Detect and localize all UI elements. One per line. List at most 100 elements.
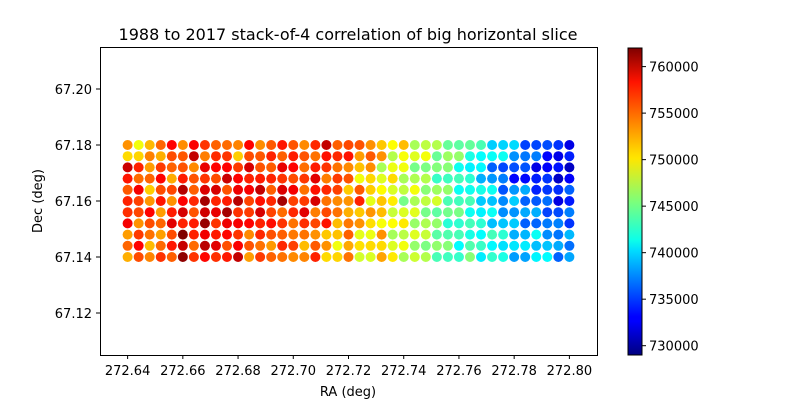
data-point — [233, 229, 244, 240]
data-point — [321, 196, 332, 206]
data-point — [520, 162, 531, 173]
data-point — [398, 218, 409, 229]
data-point — [464, 140, 475, 150]
data-point — [122, 151, 133, 162]
data-point — [498, 240, 509, 251]
data-point — [553, 252, 564, 262]
data-point — [233, 184, 244, 195]
data-point — [255, 229, 266, 240]
data-point — [332, 207, 343, 218]
x-tick-label: 272.74 — [381, 364, 427, 379]
data-point — [564, 140, 575, 150]
data-point — [177, 252, 188, 262]
data-point — [321, 173, 332, 184]
data-point — [409, 173, 420, 184]
data-point — [188, 151, 199, 162]
data-point — [188, 207, 199, 218]
data-point — [487, 240, 498, 251]
data-point — [343, 151, 354, 162]
data-point — [166, 252, 177, 262]
data-point — [199, 196, 210, 206]
data-point — [255, 252, 266, 262]
data-point — [166, 184, 177, 195]
data-point — [398, 240, 409, 251]
data-point — [266, 207, 277, 218]
data-point — [155, 184, 166, 195]
data-point — [542, 140, 553, 150]
data-point — [354, 173, 365, 184]
data-point — [431, 196, 442, 206]
data-point — [453, 218, 464, 229]
data-point — [188, 252, 199, 262]
data-point — [343, 252, 354, 262]
data-point — [398, 184, 409, 195]
data-point — [188, 140, 199, 150]
data-point — [199, 162, 210, 173]
data-point — [531, 229, 542, 240]
data-point — [166, 240, 177, 251]
data-point — [210, 162, 221, 173]
data-point — [266, 240, 277, 251]
data-point — [520, 218, 531, 229]
data-point — [354, 229, 365, 240]
data-point — [531, 207, 542, 218]
data-point — [531, 252, 542, 262]
data-point — [431, 162, 442, 173]
x-tick-label: 272.70 — [271, 364, 317, 379]
data-point — [199, 140, 210, 150]
data-point — [332, 173, 343, 184]
data-point — [509, 151, 520, 162]
data-point — [222, 229, 233, 240]
data-point — [244, 229, 255, 240]
data-point — [155, 240, 166, 251]
data-point — [365, 252, 376, 262]
data-point — [542, 240, 553, 251]
colorbar-tick-label: 735000 — [649, 293, 699, 308]
data-point — [321, 184, 332, 195]
data-point — [531, 184, 542, 195]
data-point — [332, 196, 343, 206]
data-point — [177, 173, 188, 184]
data-point — [409, 184, 420, 195]
data-point — [564, 252, 575, 262]
data-point — [487, 218, 498, 229]
data-point — [464, 229, 475, 240]
data-point — [442, 207, 453, 218]
data-point — [244, 207, 255, 218]
data-point — [266, 184, 277, 195]
data-point — [553, 140, 564, 150]
data-point — [376, 240, 387, 251]
data-point — [210, 218, 221, 229]
data-point — [199, 240, 210, 251]
data-point — [122, 229, 133, 240]
data-point — [476, 140, 487, 150]
data-point — [343, 162, 354, 173]
data-point — [376, 184, 387, 195]
data-point — [387, 173, 398, 184]
data-point — [542, 229, 553, 240]
data-point — [199, 184, 210, 195]
data-point — [155, 207, 166, 218]
data-point — [564, 207, 575, 218]
data-point — [133, 162, 144, 173]
data-point — [255, 184, 266, 195]
data-point — [233, 252, 244, 262]
data-point — [509, 240, 520, 251]
data-point — [509, 252, 520, 262]
data-point — [398, 196, 409, 206]
data-point — [398, 162, 409, 173]
data-point — [199, 252, 210, 262]
data-point — [299, 252, 310, 262]
data-point — [255, 207, 266, 218]
data-point — [299, 140, 310, 150]
data-point — [244, 252, 255, 262]
data-point — [542, 173, 553, 184]
data-point — [310, 218, 321, 229]
data-point — [266, 196, 277, 206]
data-point — [509, 140, 520, 150]
data-point — [376, 229, 387, 240]
data-point — [332, 162, 343, 173]
data-point — [431, 240, 442, 251]
data-point — [144, 196, 155, 206]
x-tick-label: 272.76 — [436, 364, 482, 379]
